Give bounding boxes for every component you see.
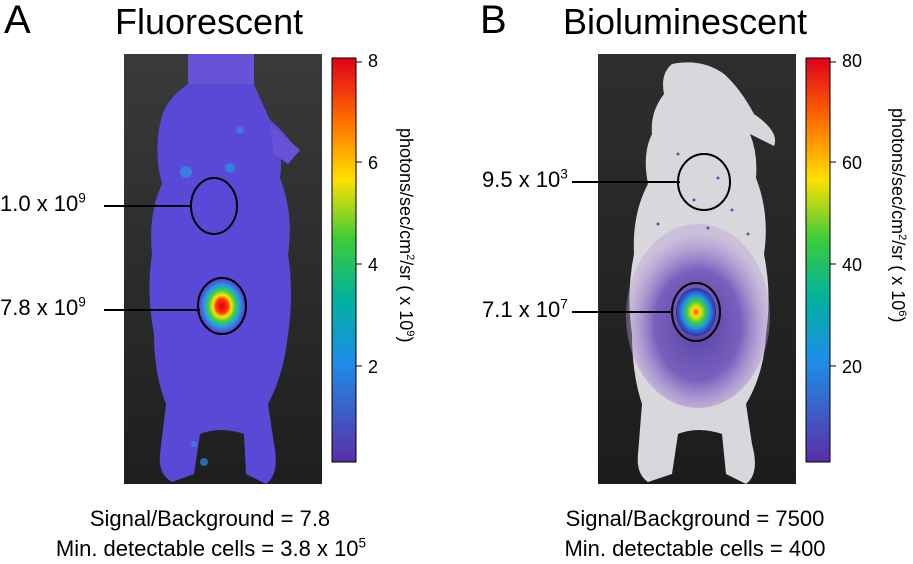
biolum-colorbar: [805, 57, 836, 463]
fluor-colorbar: [331, 57, 362, 463]
biolum-roi-1-value: 9.5 x 103: [482, 166, 568, 192]
biolum-tick-80: 80: [842, 51, 863, 71]
biolum-roi-2-value: 7.1 x 107: [482, 296, 568, 322]
fluor-tick-2: 2: [368, 357, 379, 377]
biolum-min-detectable-cells: Min. detectable cells = 400: [564, 536, 826, 561]
fluor-roi-2: [197, 277, 247, 335]
fluor-tumor-signal: [200, 280, 244, 332]
bioluminescent-mouse-image: [598, 54, 796, 484]
fluor-roi-2-value: 7.8 x 109: [0, 294, 86, 320]
fluor-tick-4: 4: [368, 255, 379, 275]
biolum-tick-40: 40: [842, 255, 863, 275]
biolum-tick-60: 60: [842, 153, 863, 173]
biolum-colorbar-unit: photons/sec/cm2/sr ( x 106): [888, 108, 908, 323]
panel-b-letter: B: [480, 0, 507, 42]
panel-a-title: Fluorescent: [115, 1, 304, 42]
biolum-tick-20: 20: [842, 357, 863, 377]
fluor-tick-8: 8: [368, 51, 379, 71]
fluor-roi-1-value: 1.0 x 109: [0, 190, 86, 216]
fluor-signal-background: Signal/Background = 7.8: [89, 506, 331, 531]
panel-b-title: Bioluminescent: [563, 1, 808, 42]
fluor-min-detectable-cells: Min. detectable cells = 3.8 x 105: [55, 535, 367, 561]
biolum-signal-background: Signal/Background = 7500: [565, 506, 825, 531]
fluor-tick-6: 6: [368, 153, 379, 173]
fluorescent-mouse-image: [124, 54, 322, 484]
biolum-tumor-signal: [676, 288, 716, 336]
panel-a-letter: A: [4, 0, 31, 42]
